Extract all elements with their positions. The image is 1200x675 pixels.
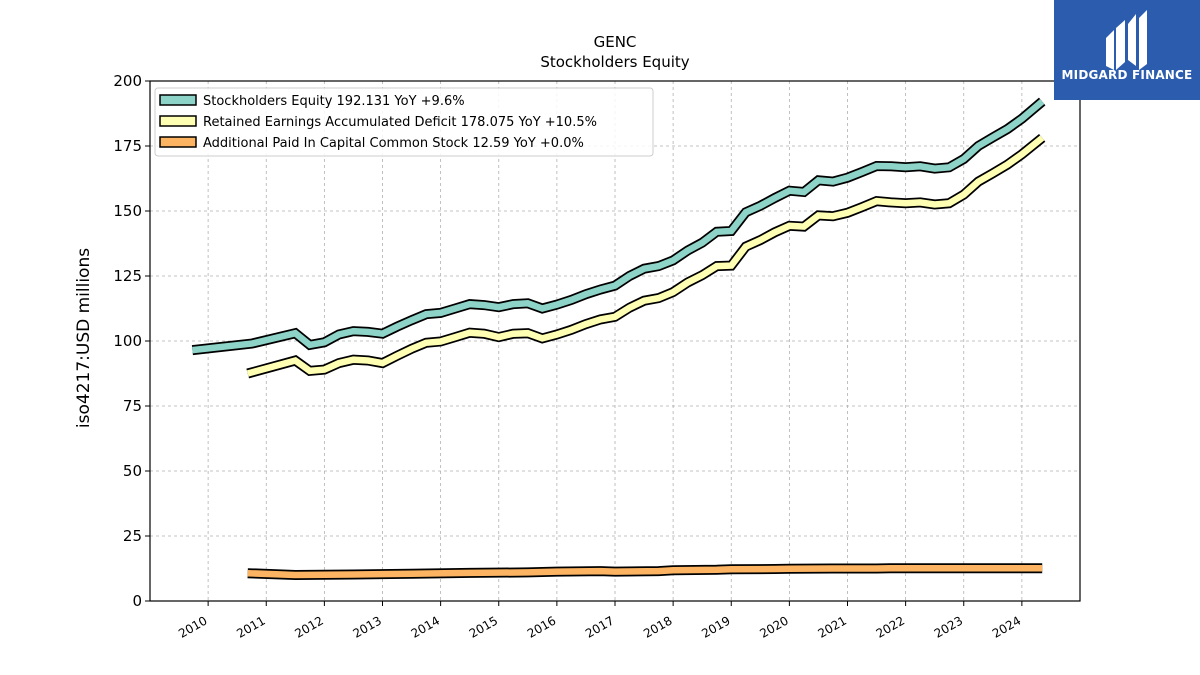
series-layer: [191, 97, 1046, 581]
y-tick-label: 200: [113, 72, 142, 90]
y-axis-label: iso4217:USD millions: [74, 248, 94, 428]
y-tick-label: 50: [123, 462, 142, 480]
legend-swatch-2: [159, 136, 197, 148]
y-tick-label: 75: [123, 397, 142, 415]
legend-label-1: Retained Earnings Accumulated Deficit 17…: [203, 115, 597, 130]
legend-label-0: Stockholders Equity 192.131 YoY +9.6%: [203, 94, 465, 109]
series-line-0: [192, 99, 1045, 354]
brand-name: MIDGARD FINANCE: [1061, 68, 1193, 82]
series-line-1: [246, 135, 1045, 377]
chart-subtitle: Stockholders Equity: [540, 53, 689, 71]
y-tick-label: 125: [113, 267, 142, 285]
legend: Stockholders Equity 192.131 YoY +9.6% Ret…: [154, 87, 654, 157]
y-tick-label: 25: [123, 527, 142, 545]
y-tick-label: 0: [132, 592, 142, 610]
brand-logo: MIDGARD FINANCE: [1054, 0, 1200, 100]
y-tick-label: 150: [113, 202, 142, 220]
legend-swatch-0: [159, 94, 197, 106]
legend-swatch-1: [159, 115, 197, 127]
series-line-2: [247, 564, 1043, 579]
brand-mark-icon: [1106, 10, 1147, 70]
legend-box: [154, 87, 654, 157]
chart-title: GENC: [594, 33, 637, 51]
y-tick-label: 175: [113, 137, 142, 155]
y-tick-label: 100: [113, 332, 142, 350]
legend-label-2: Additional Paid In Capital Common Stock …: [203, 136, 584, 151]
